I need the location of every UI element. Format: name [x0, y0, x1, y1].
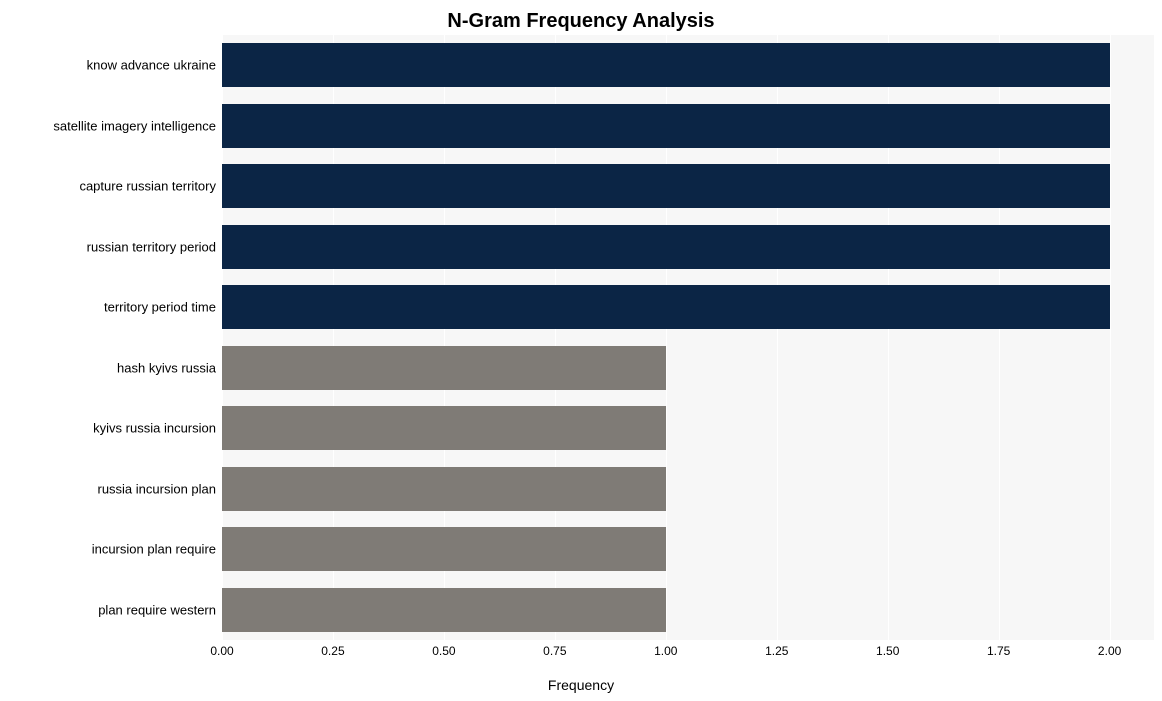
- y-tick-label: incursion plan require: [6, 542, 216, 557]
- y-tick-label: capture russian territory: [6, 179, 216, 194]
- gridline-vertical: [1110, 35, 1111, 640]
- y-tick-label: plan require western: [6, 602, 216, 617]
- x-tick-label: 0.00: [210, 644, 233, 658]
- bar: [222, 43, 1110, 87]
- chart-container: N-Gram Frequency Analysis know advance u…: [0, 0, 1162, 701]
- y-tick-label: russia incursion plan: [6, 481, 216, 496]
- bar: [222, 346, 666, 390]
- bar: [222, 406, 666, 450]
- y-tick-label: kyivs russia incursion: [6, 421, 216, 436]
- x-tick-label: 1.75: [987, 644, 1010, 658]
- bar: [222, 164, 1110, 208]
- y-tick-label: hash kyivs russia: [6, 360, 216, 375]
- x-tick-label: 0.75: [543, 644, 566, 658]
- y-tick-label: satellite imagery intelligence: [6, 118, 216, 133]
- bar: [222, 285, 1110, 329]
- bar: [222, 527, 666, 571]
- bar: [222, 225, 1110, 269]
- x-tick-label: 0.50: [432, 644, 455, 658]
- bar: [222, 104, 1110, 148]
- y-tick-label: know advance ukraine: [6, 58, 216, 73]
- bar: [222, 467, 666, 511]
- x-tick-label: 0.25: [321, 644, 344, 658]
- x-tick-label: 1.50: [876, 644, 899, 658]
- y-tick-label: russian territory period: [6, 239, 216, 254]
- y-tick-label: territory period time: [6, 300, 216, 315]
- x-tick-label: 1.00: [654, 644, 677, 658]
- x-tick-label: 1.25: [765, 644, 788, 658]
- x-axis-label: Frequency: [0, 677, 1162, 693]
- plot-area: [222, 35, 1154, 640]
- chart-title: N-Gram Frequency Analysis: [0, 10, 1162, 33]
- x-tick-label: 2.00: [1098, 644, 1121, 658]
- bar: [222, 588, 666, 632]
